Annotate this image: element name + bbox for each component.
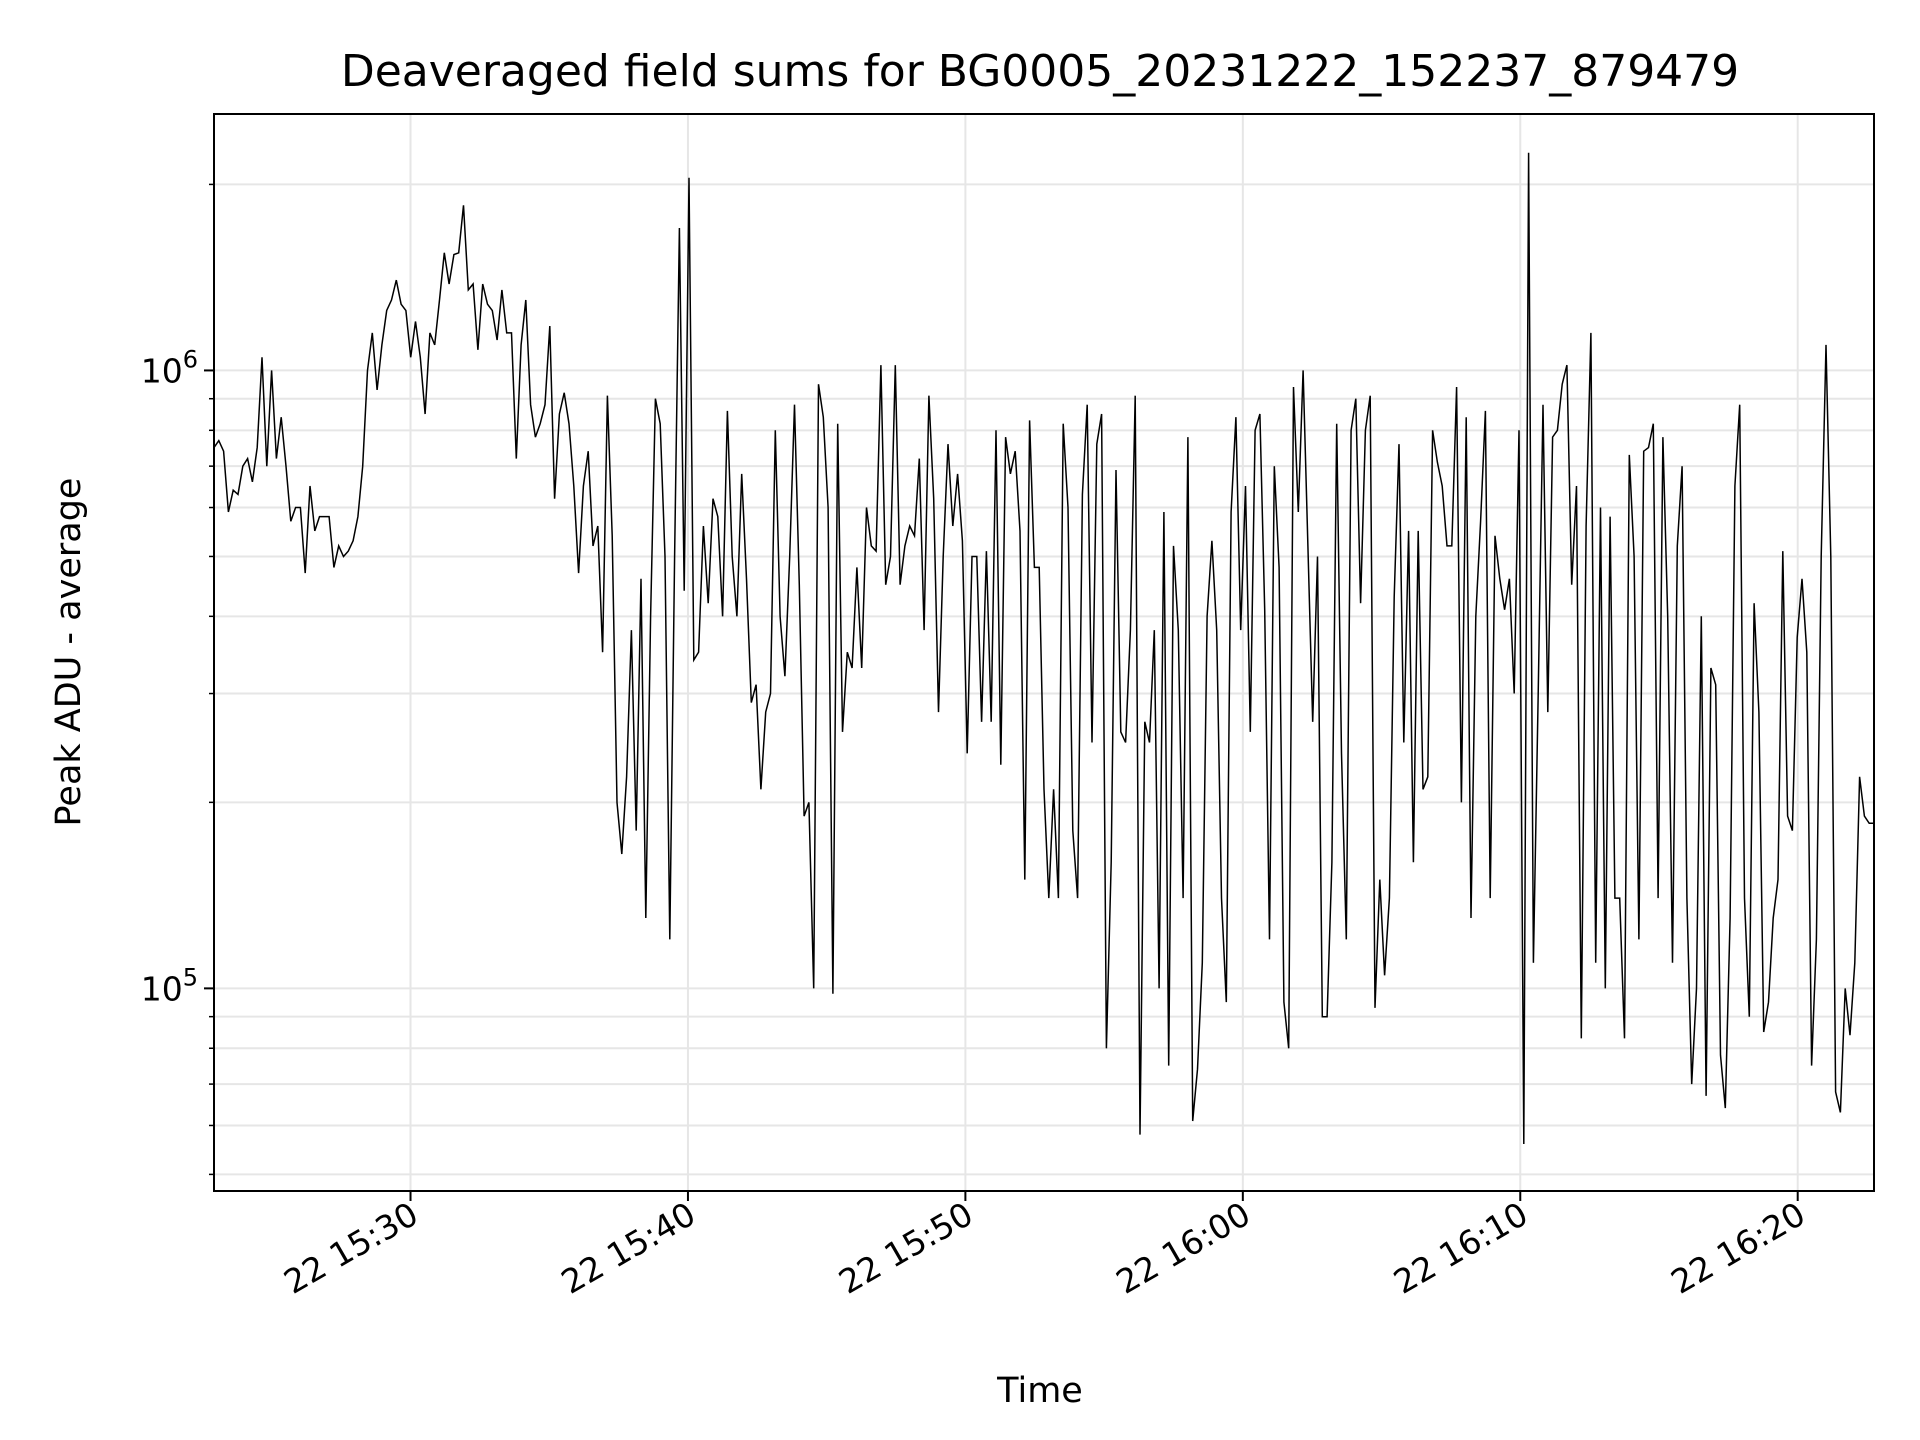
y-tick-label: 106: [141, 345, 198, 390]
y-tick-label: 105: [141, 963, 198, 1008]
y-axis-label: Peak ADU - average: [49, 478, 89, 827]
x-axis-label: Time: [996, 1371, 1083, 1411]
y-axis: 105 106: [141, 183, 214, 1176]
grid: [214, 114, 1874, 1191]
plot-area-frame: [213, 113, 1875, 1192]
series-line: [213, 152, 1874, 1145]
chart-title: Deaveraged field sums for BG0005_2023122…: [341, 46, 1739, 97]
series-layer: [213, 152, 1874, 1145]
